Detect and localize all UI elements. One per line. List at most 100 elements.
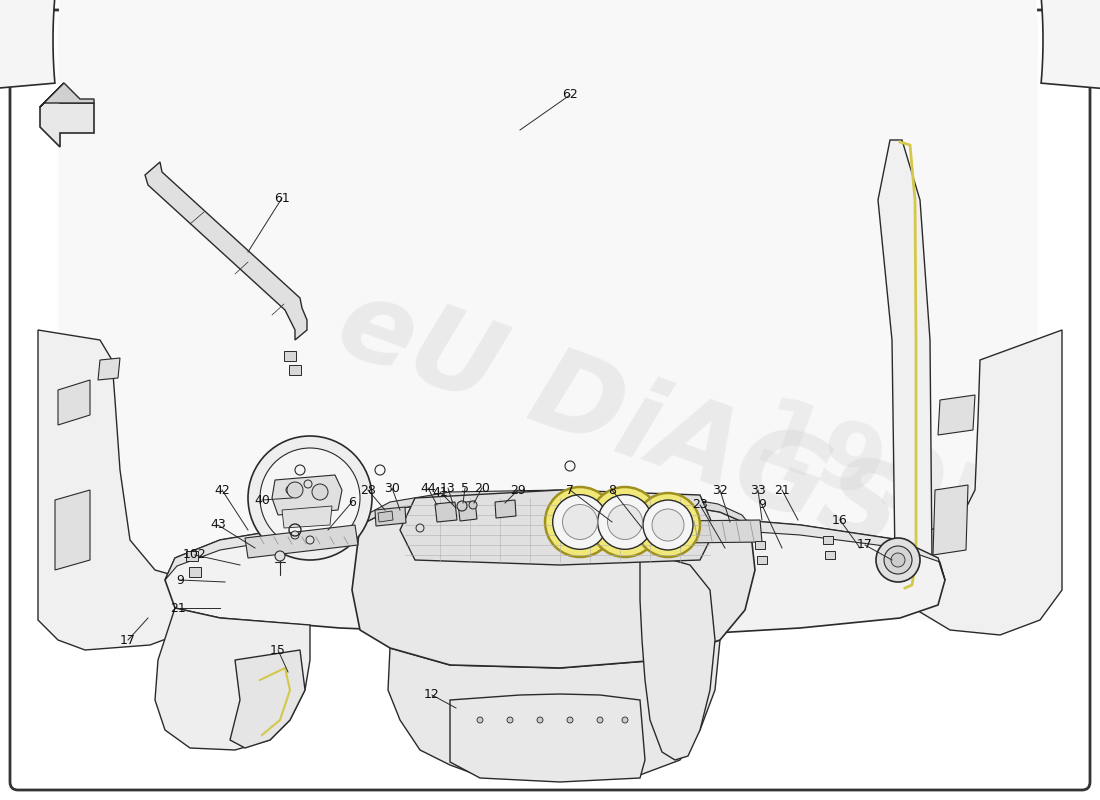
Polygon shape [378, 511, 393, 522]
Text: a passion
for business since 1995: a passion for business since 1995 [359, 594, 622, 726]
Circle shape [884, 546, 912, 574]
Circle shape [275, 551, 285, 561]
Polygon shape [938, 395, 975, 435]
Text: 62: 62 [562, 89, 578, 102]
Text: 20: 20 [474, 482, 490, 494]
Text: 41: 41 [432, 486, 448, 498]
Text: 8: 8 [608, 483, 616, 497]
Circle shape [456, 501, 468, 511]
Text: 29: 29 [510, 483, 526, 497]
Circle shape [248, 436, 372, 560]
Text: 33: 33 [750, 483, 766, 497]
Circle shape [644, 500, 693, 550]
Text: 17: 17 [120, 634, 136, 646]
Polygon shape [352, 498, 755, 668]
Polygon shape [890, 330, 1062, 635]
Polygon shape [450, 694, 645, 782]
Text: 9: 9 [176, 574, 184, 586]
Text: 28: 28 [360, 483, 376, 497]
Circle shape [891, 553, 905, 567]
Text: 102: 102 [183, 549, 207, 562]
Circle shape [652, 509, 684, 541]
Text: 61: 61 [274, 191, 290, 205]
Polygon shape [825, 551, 835, 559]
Circle shape [477, 717, 483, 723]
Text: 42: 42 [214, 483, 230, 497]
Circle shape [590, 487, 660, 557]
Polygon shape [55, 490, 90, 570]
Polygon shape [40, 83, 94, 107]
Circle shape [286, 486, 294, 494]
Text: 44: 44 [420, 482, 436, 494]
Circle shape [304, 480, 312, 488]
Text: 21: 21 [170, 602, 186, 614]
Text: 40: 40 [254, 494, 270, 506]
Polygon shape [284, 351, 296, 361]
Polygon shape [640, 558, 715, 760]
Text: 30: 30 [384, 482, 400, 494]
Circle shape [537, 717, 543, 723]
Circle shape [597, 717, 603, 723]
Text: 15: 15 [271, 643, 286, 657]
Polygon shape [595, 520, 762, 544]
Polygon shape [755, 541, 764, 549]
Polygon shape [155, 608, 310, 750]
Polygon shape [186, 551, 198, 561]
Text: 9: 9 [758, 498, 766, 511]
Text: 7: 7 [566, 483, 574, 497]
Polygon shape [165, 510, 945, 580]
Circle shape [607, 505, 642, 539]
Polygon shape [230, 650, 305, 748]
Polygon shape [933, 485, 968, 555]
Circle shape [416, 524, 424, 532]
Circle shape [544, 487, 615, 557]
Polygon shape [375, 507, 406, 526]
Text: 17: 17 [857, 538, 873, 551]
Polygon shape [878, 140, 932, 590]
Polygon shape [272, 475, 342, 515]
Text: 5: 5 [461, 482, 469, 494]
Circle shape [566, 717, 573, 723]
Polygon shape [58, 0, 1038, 620]
Polygon shape [823, 536, 833, 544]
Polygon shape [388, 640, 720, 778]
Polygon shape [282, 506, 332, 528]
Text: eU DiAGS: eU DiAGS [297, 492, 682, 688]
FancyBboxPatch shape [10, 10, 1090, 790]
Polygon shape [40, 87, 94, 147]
Polygon shape [98, 358, 120, 380]
Text: 23: 23 [692, 498, 708, 511]
Circle shape [621, 717, 628, 723]
Circle shape [552, 494, 607, 550]
Circle shape [507, 717, 513, 723]
Polygon shape [58, 380, 90, 425]
Text: 32: 32 [712, 483, 728, 497]
Circle shape [287, 482, 303, 498]
Polygon shape [189, 567, 201, 577]
Text: 1995: 1995 [740, 392, 1020, 568]
Text: 21: 21 [774, 483, 790, 497]
Polygon shape [245, 525, 358, 558]
Circle shape [636, 493, 700, 557]
Circle shape [876, 538, 920, 582]
Polygon shape [400, 490, 715, 565]
Circle shape [469, 501, 477, 509]
Polygon shape [757, 556, 767, 564]
Text: 12: 12 [425, 689, 440, 702]
Polygon shape [360, 490, 750, 525]
Circle shape [562, 505, 597, 539]
Circle shape [292, 531, 299, 539]
Polygon shape [0, 0, 1100, 89]
Circle shape [306, 536, 313, 544]
Text: eU DiAGS: eU DiAGS [323, 269, 916, 571]
Polygon shape [434, 502, 456, 522]
Polygon shape [40, 83, 64, 107]
Polygon shape [39, 330, 200, 650]
Polygon shape [495, 500, 516, 518]
Polygon shape [165, 510, 945, 635]
Text: 6: 6 [348, 495, 356, 509]
Polygon shape [289, 365, 301, 375]
Text: 43: 43 [210, 518, 225, 531]
Text: 16: 16 [832, 514, 848, 526]
Circle shape [260, 448, 360, 548]
